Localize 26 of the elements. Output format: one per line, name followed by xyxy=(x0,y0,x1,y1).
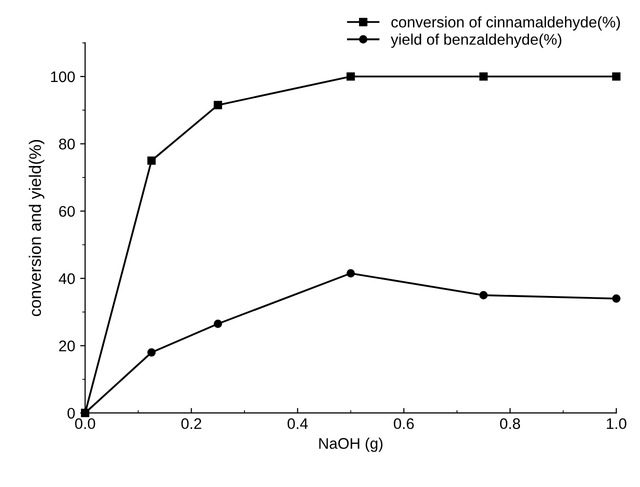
point xyxy=(479,291,488,300)
y-tick-label: 20 xyxy=(59,340,75,352)
point xyxy=(612,294,620,303)
x-tick-label: 0.0 xyxy=(75,418,96,430)
y-tick-label: 100 xyxy=(51,71,75,82)
point xyxy=(612,72,620,81)
x-tick-label: 0.6 xyxy=(394,418,414,430)
point xyxy=(147,348,156,357)
x-tick-label: 1.0 xyxy=(606,418,626,430)
x-tick-label: 0.4 xyxy=(288,418,308,430)
x-tick-label: 0.8 xyxy=(500,418,520,430)
point xyxy=(214,320,222,328)
y-axis-title: conversion and yield(%) xyxy=(28,140,44,316)
x-axis-title: NaOH (g) xyxy=(319,438,382,452)
legend-label: conversion of cinnamaldehyde(%) xyxy=(391,16,620,31)
y-tick-label: 0 xyxy=(68,408,75,419)
legend-label: yield of benzaldehyde(%) xyxy=(390,34,562,48)
x-tick-label: 0.2 xyxy=(181,418,202,430)
point xyxy=(214,100,222,110)
point xyxy=(346,269,355,278)
point xyxy=(147,156,156,165)
y-tick-label: 40 xyxy=(58,273,75,284)
point xyxy=(479,72,488,81)
y-tick-label: 80 xyxy=(59,138,75,150)
point xyxy=(346,72,355,81)
y-tick-label: 60 xyxy=(59,206,75,217)
